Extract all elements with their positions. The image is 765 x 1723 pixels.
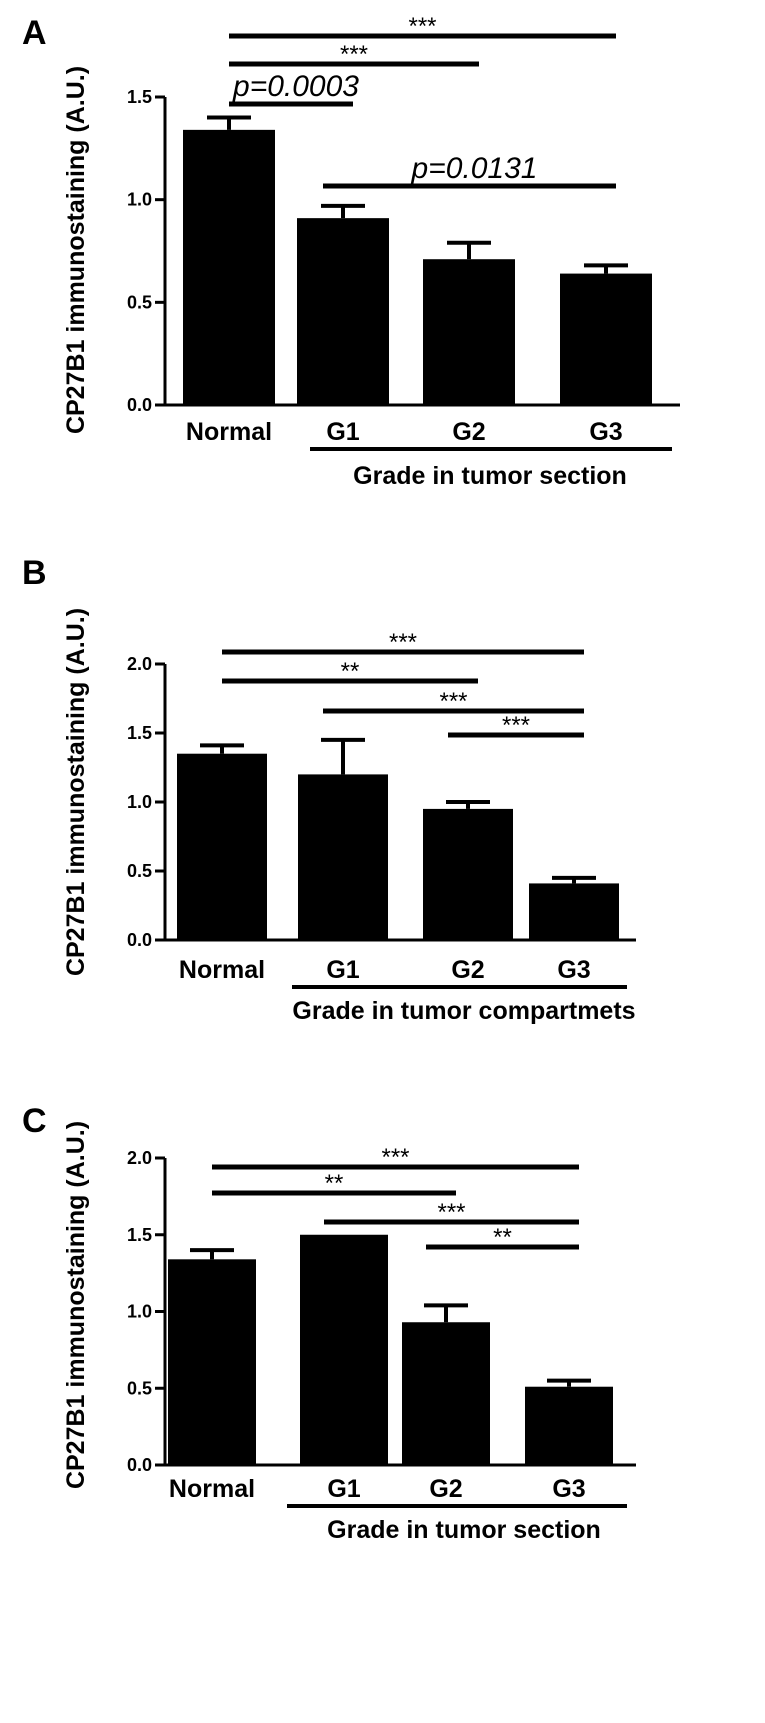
bar-normal [177, 753, 267, 940]
y-tick-label: 1.5 [127, 87, 152, 107]
y-axis-label: CP27B1 immunostaining (A.U.) [62, 66, 90, 434]
bar-g2 [402, 1322, 490, 1465]
y-tick-label: 1.0 [127, 190, 152, 210]
panel-c-letter: C [22, 1102, 47, 1140]
y-tick-label: 0.0 [127, 1455, 152, 1475]
significance-label: *** [381, 1144, 409, 1171]
panel-c-chart: CP27B1 immunostaining (A.U.) 0.0 0.5 1.0 1.5… [62, 1121, 636, 1544]
category-label: G2 [452, 418, 485, 446]
significance-label: p=0.0003 [232, 70, 359, 103]
bar-g2 [423, 808, 513, 940]
significance-label: *** [502, 712, 530, 739]
bar-g1 [298, 774, 388, 940]
group-label: Grade in tumor section [327, 1516, 601, 1544]
category-label: Normal [169, 1475, 255, 1503]
y-axis-label: CP27B1 immunostaining (A.U.) [62, 608, 90, 976]
y-tick-label: 0.0 [127, 395, 152, 415]
category-label: Normal [179, 956, 265, 984]
bar-g3 [525, 1386, 613, 1465]
significance-label: *** [408, 13, 436, 40]
category-label: G1 [327, 1475, 360, 1503]
y-tick-label: 1.0 [127, 1302, 152, 1322]
category-label: G2 [451, 956, 484, 984]
y-tick-label: 0.0 [127, 930, 152, 950]
y-tick-label: 1.5 [127, 723, 152, 743]
bar-g1 [300, 1234, 388, 1465]
y-tick-label: 0.5 [127, 861, 152, 881]
panel-b-chart: CP27B1 immunostaining (A.U.) 0.0 0.5 1.0 1.5… [62, 608, 636, 1025]
y-axis-label: CP27B1 immunostaining (A.U.) [62, 1121, 90, 1489]
significance-label: p=0.0131 [411, 152, 538, 185]
category-label: Normal [186, 418, 272, 446]
y-tick-label: 1.0 [127, 792, 152, 812]
y-tick-label: 0.5 [127, 292, 152, 312]
significance-label: ** [493, 1224, 512, 1251]
y-tick-label: 1.5 [127, 1225, 152, 1245]
y-tick-label: 0.5 [127, 1378, 152, 1398]
y-tick-label: 2.0 [127, 1148, 152, 1168]
category-label: G1 [326, 956, 359, 984]
group-label: Grade in tumor section [353, 462, 627, 490]
group-label: Grade in tumor compartmets [292, 997, 635, 1025]
significance-label: ** [341, 658, 360, 685]
bar-g2 [423, 259, 515, 405]
category-label: G3 [552, 1475, 585, 1503]
significance-label: *** [389, 629, 417, 656]
significance-label: *** [437, 1199, 465, 1226]
panel-b-letter: B [22, 554, 47, 592]
bar-g3 [560, 273, 652, 405]
significance-label: *** [340, 41, 368, 68]
bar-g1 [297, 218, 389, 405]
category-label: G2 [429, 1475, 462, 1503]
significance-label: ** [325, 1170, 344, 1197]
y-tick-label: 2.0 [127, 654, 152, 674]
category-label: G1 [326, 418, 359, 446]
significance-label: *** [439, 688, 467, 715]
bar-normal [168, 1259, 256, 1465]
category-label: G3 [589, 418, 622, 446]
panel-a-letter: A [22, 14, 47, 52]
category-label: G3 [557, 956, 590, 984]
bar-normal [183, 129, 275, 405]
panel-a-chart: CP27B1 immunostaining (A.U.) 0.0 0.5 1.0 1.5… [62, 13, 680, 490]
bar-g3 [529, 883, 619, 940]
